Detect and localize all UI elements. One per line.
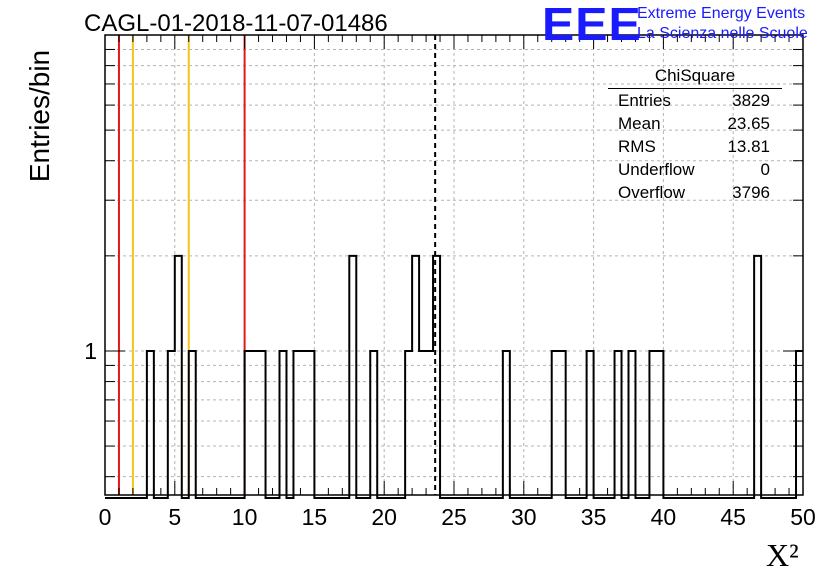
stats-value: 0 [760, 160, 770, 179]
x-tick-label: 40 [651, 504, 677, 530]
stats-row-entries: Entries 3829 [612, 89, 778, 112]
stats-value: 3829 [732, 91, 770, 110]
logo-subtitle-line-1: Extreme Energy Events [637, 5, 806, 22]
chart-title: CAGL-01-2018-11-07-01486 [84, 10, 388, 37]
x-tick-label: 0 [99, 504, 112, 530]
stats-row-mean: Mean 23.65 [612, 112, 778, 135]
stats-row-underflow: Underflow 0 [612, 158, 778, 181]
stats-label: Mean [618, 114, 661, 133]
stats-label: Underflow [618, 160, 695, 179]
stats-label: Overflow [618, 183, 686, 202]
stats-value: 3796 [732, 183, 770, 202]
x-tick-label: 45 [720, 504, 746, 530]
stats-value: 13.81 [727, 137, 770, 156]
y-axis-label: Entries/bin [24, 49, 55, 183]
stats-label: Entries [618, 91, 671, 110]
stats-label: RMS [618, 137, 656, 156]
x-tick-label: 30 [511, 504, 537, 530]
stats-value: 23.65 [727, 114, 770, 133]
stats-box: ChiSquare Entries 3829 Mean 23.65 RMS 13… [608, 66, 782, 204]
x-axis-label: X² [766, 537, 799, 573]
x-tick-label: 50 [790, 504, 816, 530]
histogram-outline [105, 254, 803, 499]
stats-row-rms: RMS 13.81 [612, 135, 778, 158]
x-tick-label: 25 [441, 504, 467, 530]
stats-header: ChiSquare [608, 66, 782, 89]
x-tick-label: 15 [302, 504, 328, 530]
eee-logo: EEE [542, 0, 642, 50]
y-tick-label: 1 [84, 338, 97, 364]
x-tick-label: 35 [581, 504, 607, 530]
x-tick-label: 10 [232, 504, 258, 530]
x-tick-label: 20 [371, 504, 397, 530]
stats-row-overflow: Overflow 3796 [612, 181, 778, 204]
x-tick-label: 5 [168, 504, 181, 530]
logo-subtitle-line-2: La Scienza nelle Scuole [637, 25, 808, 42]
